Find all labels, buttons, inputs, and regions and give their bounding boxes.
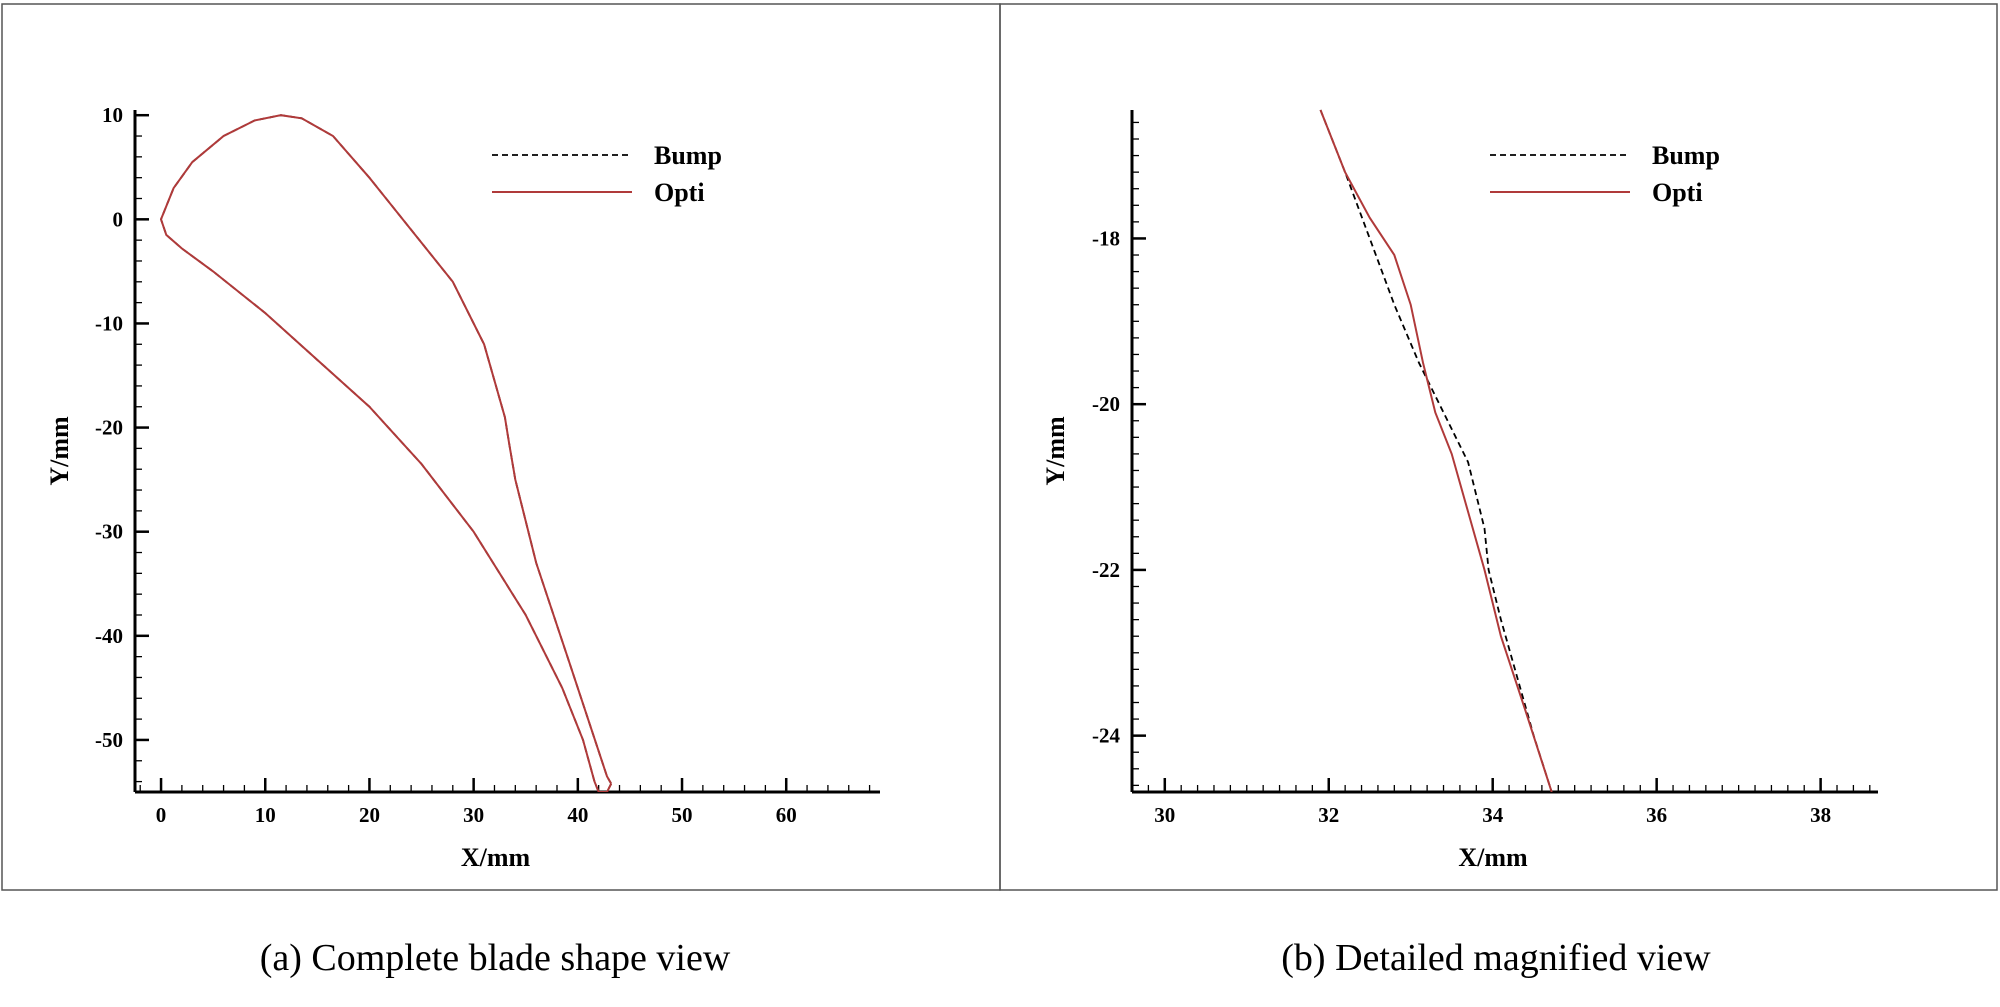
legend-label-opti-b: Opti (1652, 178, 1703, 207)
x-tick-label: 60 (776, 803, 797, 827)
x-tick-label: 38 (1810, 803, 1831, 827)
y-axis-title-a: Y/mm (45, 416, 74, 486)
x-axis-title-a: X/mm (461, 843, 531, 872)
y-axis-title-b: Y/mm (1041, 416, 1070, 486)
legend-label-opti-a: Opti (654, 178, 705, 207)
y-tick-label: -40 (95, 624, 123, 648)
y-tick-label: -10 (95, 311, 123, 335)
y-tick-label: -24 (1092, 724, 1120, 748)
y-tick-label: 10 (102, 103, 123, 127)
caption-b: (b) Detailed magnified view (1281, 937, 1711, 979)
panel-b: 30 32 34 36 38 -18 -20 -22 -24 X/mm Y/mm Bump Opti (1041, 109, 1878, 872)
legend-label-bump-a: Bump (654, 141, 722, 170)
legend-label-bump-b: Bump (1652, 141, 1720, 170)
y-tick-label: -30 (95, 520, 123, 544)
x-tick-label: 20 (359, 803, 380, 827)
x-tick-label: 40 (567, 803, 588, 827)
x-tick-label: 36 (1646, 803, 1667, 827)
y-tick-label: 0 (113, 207, 124, 231)
y-tick-label: -20 (1092, 392, 1120, 416)
y-tick-label: -22 (1092, 558, 1120, 582)
panel-b-frame (999, 3, 1998, 891)
x-tick-label: 30 (463, 803, 484, 827)
x-tick-label: 32 (1318, 803, 1339, 827)
series-line-opti-b (1319, 109, 1553, 792)
x-axis-title-b: X/mm (1458, 843, 1528, 872)
caption-a: (a) Complete blade shape view (260, 937, 731, 979)
x-tick-label: 30 (1154, 803, 1175, 827)
y-tick-label: -50 (95, 728, 123, 752)
panel-a: 0 10 20 30 40 50 60 10 0 -10 -20 -30 -40 -50 X/mm Y/mm B… (45, 103, 880, 872)
series-line-bump-b (1319, 109, 1553, 792)
x-tick-label: 50 (672, 803, 693, 827)
x-tick-label: 0 (156, 803, 167, 827)
y-tick-label: -18 (1092, 226, 1120, 250)
y-tick-label: -20 (95, 416, 123, 440)
x-tick-label: 10 (255, 803, 276, 827)
series-line-opti-a (159, 114, 613, 792)
x-tick-label: 34 (1482, 803, 1504, 827)
